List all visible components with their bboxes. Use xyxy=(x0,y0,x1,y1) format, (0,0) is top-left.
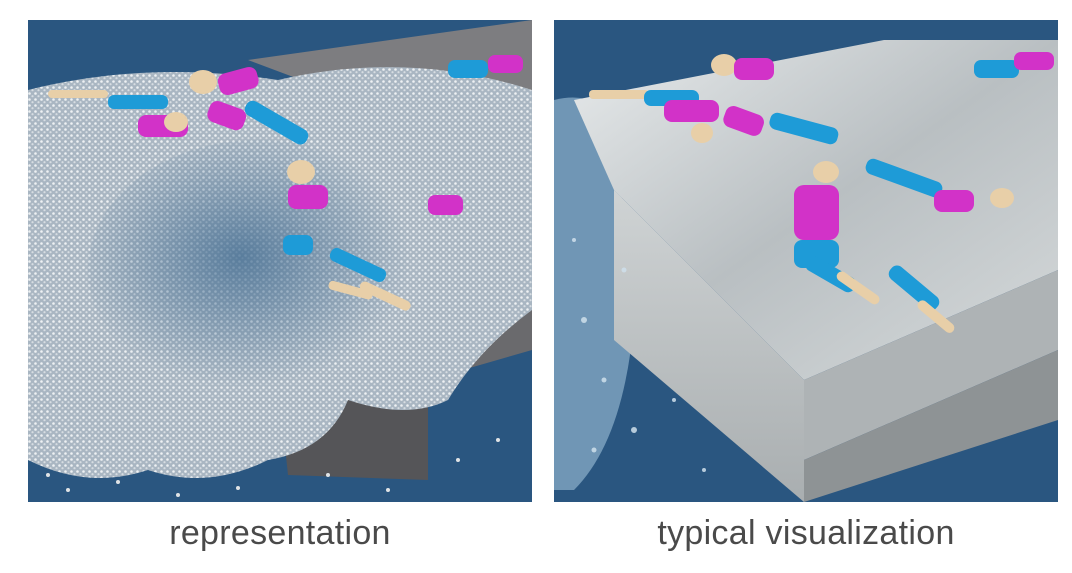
caption-typical-visualization: typical visualization xyxy=(657,514,955,552)
particle-representation-image xyxy=(28,20,532,502)
caption-representation: representation xyxy=(169,514,391,552)
surface-visualization-image xyxy=(554,20,1058,502)
